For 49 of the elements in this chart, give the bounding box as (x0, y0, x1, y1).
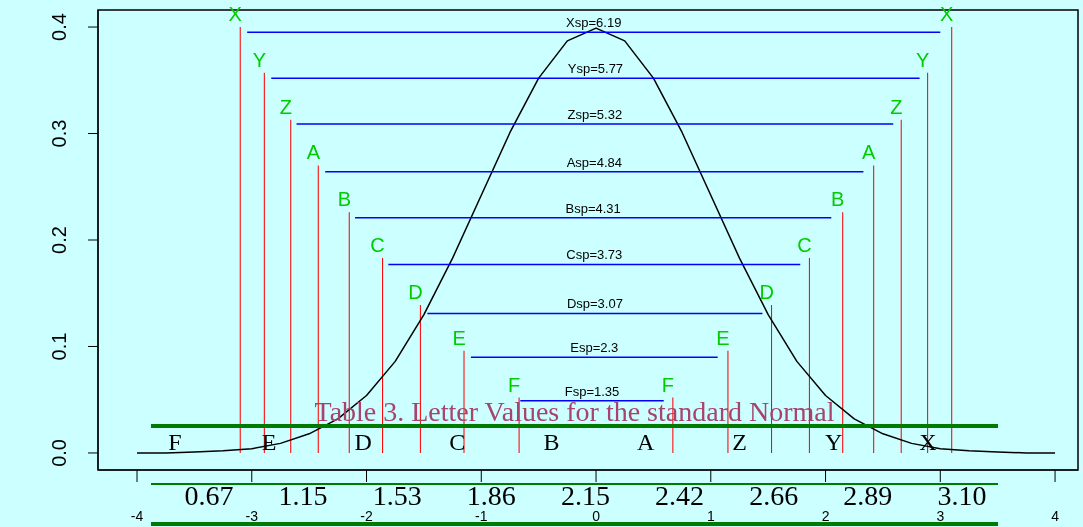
annotation: E (452, 326, 466, 349)
annotation: F (508, 373, 521, 396)
series-label: Csp=3.73 (566, 247, 623, 263)
x-tick-label: -2 (360, 507, 373, 524)
series-label: Zsp=5.32 (567, 106, 623, 122)
series-label: Ysp=5.77 (567, 61, 624, 77)
annotation: Y (252, 48, 267, 71)
annotation: C (797, 234, 812, 257)
annotation: Z (890, 95, 903, 118)
x-tick-label: 2 (821, 507, 830, 524)
annotation: E (716, 326, 730, 349)
annotation: A (306, 141, 321, 164)
category-label: Z (732, 429, 747, 455)
annotation: Z (279, 95, 292, 118)
annotation: D (759, 280, 774, 303)
y-tick-label: 0.4 (48, 13, 70, 41)
y-tick-label: 0.0 (48, 439, 70, 467)
series-label: Bsp=4.31 (565, 200, 621, 216)
annotation: D (408, 280, 423, 303)
category-label: A (636, 429, 655, 455)
x-tick-label: -4 (130, 507, 144, 524)
data-label: 0.67 (184, 480, 234, 511)
category-label: B (543, 429, 560, 455)
series-label: Xsp=6.19 (566, 15, 622, 31)
data-label: 2.89 (843, 480, 893, 511)
series-label: Esp=2.3 (570, 340, 619, 356)
annotation: B (337, 188, 351, 211)
y-tick-label: 0.3 (48, 119, 70, 148)
data-label: 2.66 (749, 480, 799, 511)
data-label: 1.15 (278, 480, 328, 511)
x-tick-label: -3 (245, 507, 259, 524)
data-label: 2.42 (655, 480, 705, 511)
series-label: Dsp=3.07 (566, 296, 623, 312)
x-tick-label: 1 (706, 507, 715, 524)
data-label: 1.53 (372, 480, 422, 511)
annotation: A (862, 141, 877, 164)
x-tick-label: 4 (1051, 507, 1060, 524)
annotation: B (831, 188, 845, 211)
annotation: F (661, 373, 675, 396)
category-label: C (449, 429, 466, 455)
series-label: Fsp=1.35 (564, 383, 620, 399)
annotation: C (370, 234, 385, 257)
y-tick-label: 0.1 (48, 332, 70, 361)
category-label: F (168, 429, 182, 455)
annotation: Y (916, 48, 930, 71)
series-label: Asp=4.84 (566, 154, 622, 170)
category-label: D (354, 429, 372, 455)
category-label: Y (825, 429, 843, 455)
y-tick-label: 0.2 (48, 226, 70, 254)
